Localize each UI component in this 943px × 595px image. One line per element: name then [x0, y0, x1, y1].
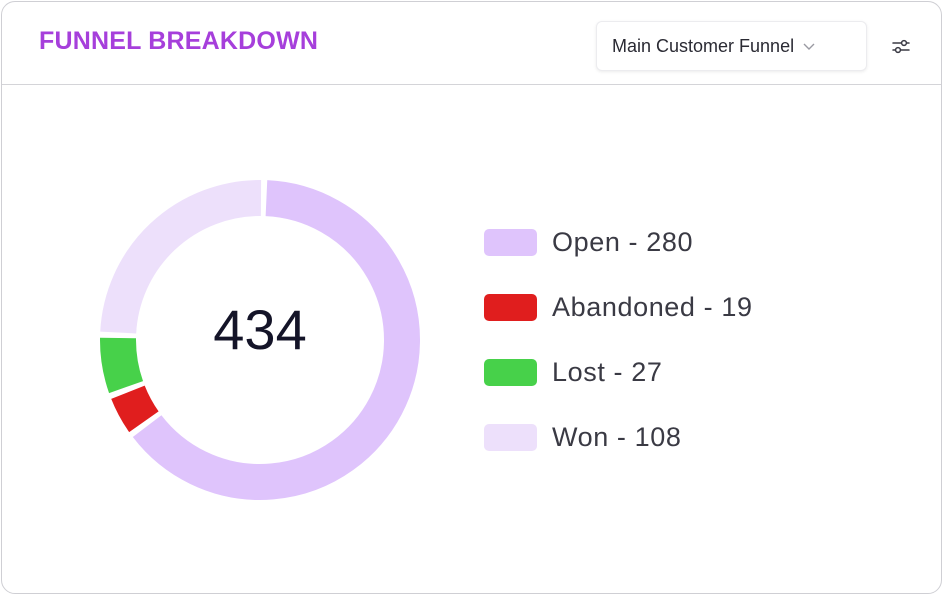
- sliders-icon[interactable]: [890, 36, 912, 56]
- legend-item-abandoned[interactable]: Abandoned - 19: [484, 288, 753, 326]
- legend-item-won[interactable]: Won - 108: [484, 418, 753, 456]
- legend-label-won: Won - 108: [552, 421, 682, 452]
- funnel-select[interactable]: Main Customer Funnel: [596, 21, 867, 71]
- legend-item-open[interactable]: Open - 280: [484, 223, 753, 261]
- legend-swatch-lost: [484, 358, 537, 386]
- donut-chart: [100, 180, 420, 500]
- donut-slice-open[interactable]: [132, 180, 420, 500]
- chart-legend: Open - 280 Abandoned - 19 Lost - 27 Won - 1…: [484, 223, 753, 483]
- legend-label-abandoned: Abandoned - 19: [552, 291, 753, 322]
- chevron-down-icon: [802, 41, 816, 51]
- donut-slice-won[interactable]: [100, 180, 262, 334]
- funnel-select-value: Main Customer Funnel: [612, 35, 795, 56]
- donut-slice-lost[interactable]: [100, 337, 144, 394]
- legend-item-lost[interactable]: Lost - 27: [484, 353, 753, 391]
- legend-label-lost: Lost - 27: [552, 356, 663, 387]
- donut-total: 434: [213, 298, 307, 361]
- legend-label-open: Open - 280: [552, 226, 694, 257]
- legend-swatch-open: [484, 228, 537, 256]
- legend-swatch-abandoned: [484, 293, 537, 321]
- donut-slice-abandoned[interactable]: [111, 385, 159, 433]
- legend-swatch-won: [484, 423, 537, 451]
- card-header: FUNNEL BREAKDOWN Main Customer Funnel: [2, 2, 941, 85]
- card-title: FUNNEL BREAKDOWN: [39, 27, 319, 55]
